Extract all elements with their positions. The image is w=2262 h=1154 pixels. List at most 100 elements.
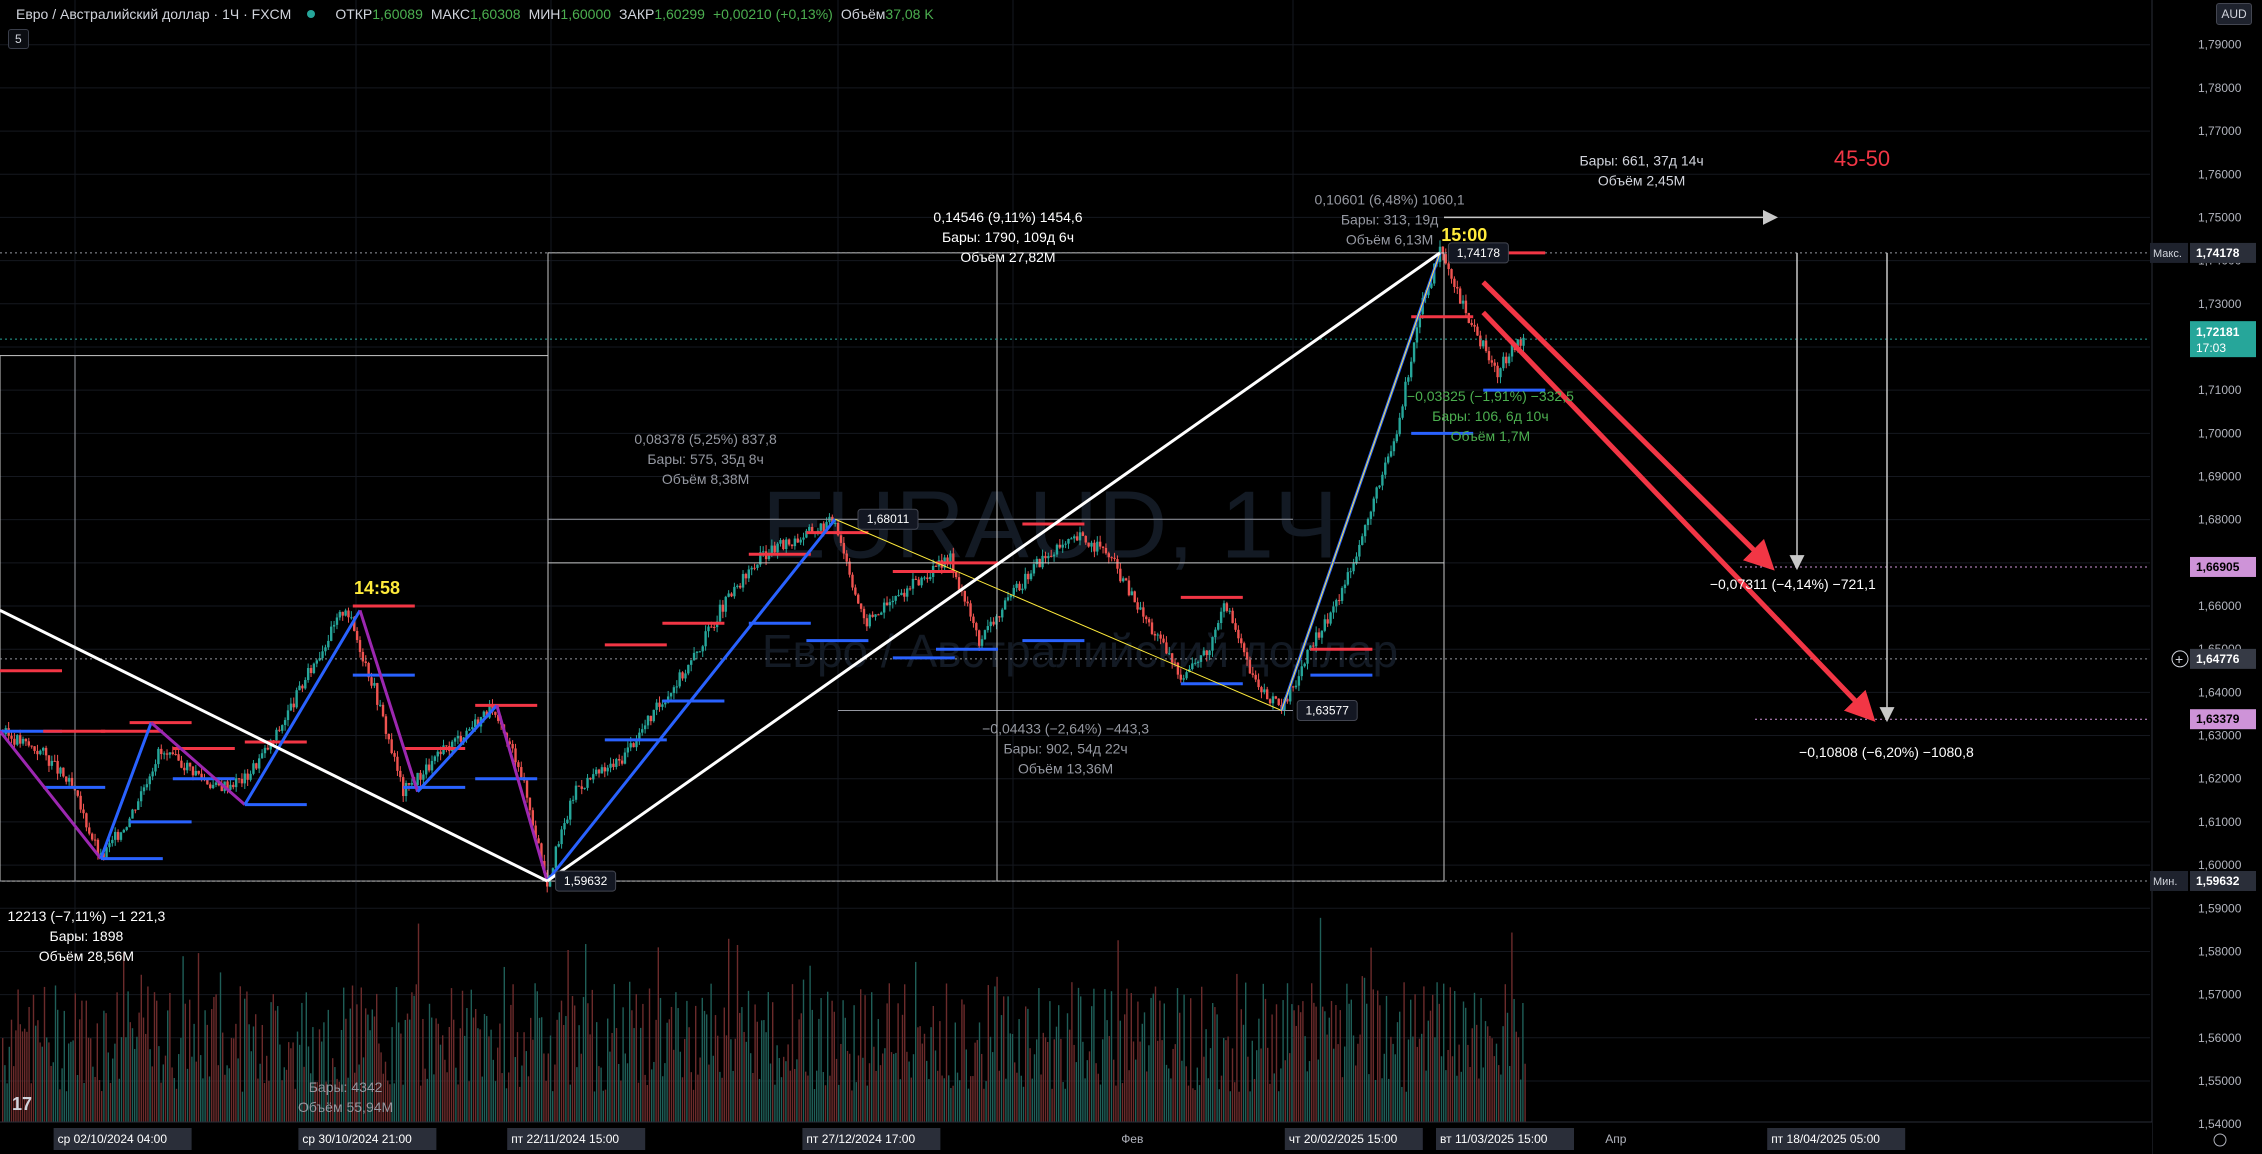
candle [1404,381,1407,407]
candle [1231,610,1234,624]
volume-bar [1163,1003,1165,1122]
volume-bar [851,1090,853,1122]
volume-bar [866,1085,868,1122]
volume-bar [340,1029,343,1122]
range-measure-text: Бары: 1790, 109д 6ч [942,229,1074,245]
candle [387,733,390,740]
volume-bar [316,1082,318,1122]
candle [1214,629,1217,638]
currency-selector[interactable]: AUD [2216,3,2252,25]
volume-bar [708,1064,710,1122]
time-label: 14:58 [354,578,400,598]
candle [1228,610,1231,612]
candle [1248,659,1252,674]
volume-bar [1022,1086,1025,1122]
bar-countdown-label: 17:03 [2196,341,2226,355]
candle [603,767,606,772]
trend-line [546,251,1441,883]
volume-bar [976,1040,978,1122]
candle [563,823,566,830]
volume-bar [1150,997,1152,1122]
volume-bar [827,991,829,1122]
candle [1219,611,1223,624]
candle [1430,283,1433,288]
volume-bar [1058,1005,1060,1122]
candle [540,843,543,861]
volume-bar [1315,1006,1317,1122]
price-label-box [857,508,919,530]
candle [105,847,108,858]
candle [796,538,799,543]
candle [1165,642,1168,654]
price-tick-label: 1,58000 [2198,944,2242,958]
volume-bar [395,987,398,1122]
price-tick-label: 1,55000 [2198,1074,2242,1088]
volume-bar [875,1070,877,1122]
volume-bar [1515,1031,1517,1122]
volume-bar [197,953,200,1122]
candle [1173,662,1177,664]
volume-bar [1487,1026,1489,1122]
volume-bar [802,979,805,1122]
volume-bar [752,1073,754,1122]
candle [1078,532,1082,541]
tradingview-logo-icon: 17 [12,1094,33,1114]
volume-bar [838,1084,840,1122]
candle [229,784,232,790]
candle [1156,634,1159,636]
volume-bar [796,1059,798,1122]
volume-bar [1095,1063,1097,1122]
volume-bar [131,1028,134,1122]
volume-bar [332,1058,334,1122]
time-label-box [802,1128,941,1150]
candle [1202,650,1206,656]
candle [1047,555,1050,559]
candle [332,624,336,627]
symbol-title[interactable]: Евро / Австралийский доллар · 1Ч · FXCM [16,6,292,22]
candle [684,673,687,679]
volume-bar [1513,998,1515,1122]
time-tick-label: Фев [1121,1132,1143,1146]
volume-bar [1091,1006,1093,1122]
volume-bar [1003,996,1005,1122]
volume-bar [750,1053,752,1122]
volume-bar [978,1022,981,1122]
volume-bar [1077,987,1080,1122]
volume-bar [46,1037,48,1122]
candle [1297,676,1301,686]
volume-bar [912,1054,915,1122]
candle [799,539,802,543]
candle [497,714,500,721]
candle [1052,554,1056,557]
volume-bar [1445,1070,1447,1122]
volume-bar [734,1038,736,1122]
candle [234,778,238,788]
indicators-toggle-button[interactable]: 5 [8,29,29,49]
candle [255,763,258,769]
volume-bar [1275,1004,1278,1122]
volume-bar [349,1008,351,1122]
candle [658,702,661,707]
candle [1361,536,1364,545]
volume-bar [1363,977,1366,1122]
volume-bar [186,1068,189,1122]
volume-bar [787,1044,789,1122]
candle [834,522,837,524]
range-measure-text: Бары: 313, 19д [1341,211,1438,227]
volume-bar [321,1041,323,1122]
volume-bar [120,1037,123,1122]
volume-bar [1469,1067,1471,1122]
volume-bar [923,1033,926,1122]
candle [1145,616,1148,620]
volume-bar [246,991,248,1122]
candle [1453,278,1456,288]
volume-bar [1341,1077,1344,1122]
volume-bar [444,1059,446,1122]
volume-bar [481,1076,483,1122]
candle [1194,662,1197,664]
max-price-tag: 1,74178 [2196,246,2240,260]
candle [62,767,65,777]
volume-bar [1036,1039,1038,1122]
volume-bar [448,1026,450,1122]
